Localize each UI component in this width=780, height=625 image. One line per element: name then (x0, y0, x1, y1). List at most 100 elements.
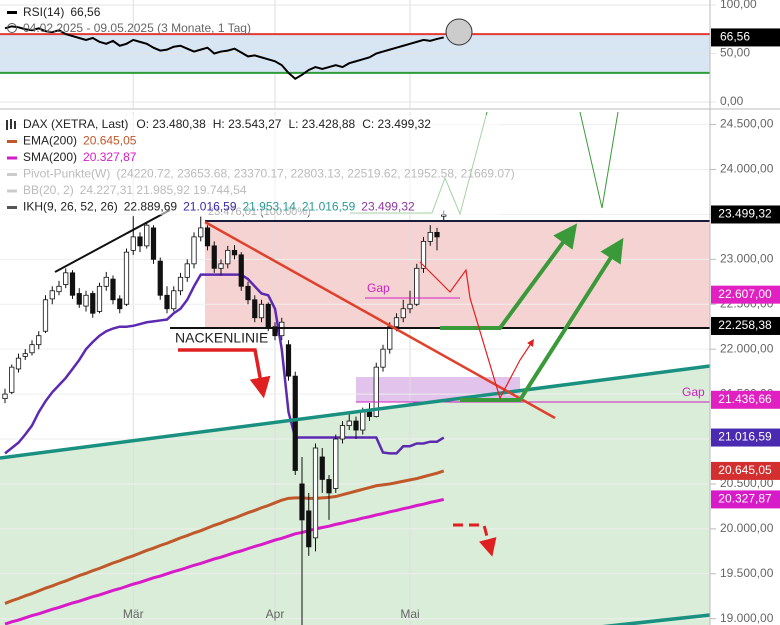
candle-body (150, 227, 157, 260)
candle-body (312, 447, 319, 539)
y-tick-label: 19.500,00 (720, 566, 774, 580)
legend-value: 20.645,05 (83, 134, 137, 148)
legend-label: RSI(14) (23, 5, 64, 19)
legend-icon (7, 140, 17, 143)
candle-body (103, 276, 109, 287)
candle-body (49, 290, 55, 300)
candle-body (204, 227, 211, 247)
legend-icon (7, 156, 17, 160)
candle-body (56, 285, 62, 293)
candle-body (252, 299, 258, 319)
price-annotations: NACKENLINIE Gap Gap 23.476,01 (100.00%) (0, 112, 710, 625)
value-tag-label: 66,56 (720, 30, 750, 44)
resistance-zone (205, 221, 710, 328)
legend-value: 21.016,59 (183, 200, 237, 214)
indicator-line (4, 469, 445, 605)
candle-body (198, 227, 204, 238)
y-tick-label: 24.000,00 (720, 162, 774, 176)
price-tag (711, 316, 780, 335)
arrow (440, 223, 578, 330)
legend-label: SMA(200) (23, 150, 77, 164)
x-tick-label: Mär (123, 607, 144, 621)
candle-body (387, 326, 393, 350)
candle-body (292, 375, 298, 471)
price-tag-label: 20.327,87 (718, 492, 772, 506)
trend-line (54, 209, 171, 273)
price-tag (711, 285, 780, 304)
price-tag-label: 22.607,00 (718, 287, 772, 301)
annotation: NACKENLINIE (175, 330, 268, 346)
candle-body (326, 479, 332, 494)
candle-body (130, 236, 136, 251)
candle-body (144, 224, 150, 247)
clock-icon (7, 23, 17, 33)
candle-body (137, 236, 143, 247)
trend-line (602, 613, 710, 625)
price-tag-label: 21.016,59 (718, 430, 772, 444)
subtitle: 04.02.2025 - 09.05.2025 (3 Monate, 1 Tag… (23, 21, 251, 35)
legend-value: 23.499,32 (361, 200, 415, 214)
candle-body (15, 357, 22, 370)
legend-value: 24.227,31 21.985,92 19.744,54 (80, 183, 247, 197)
legend-label: BB(20, 2) (23, 183, 74, 197)
price-tag (711, 390, 780, 409)
candle-body (123, 251, 130, 305)
candle-body (353, 420, 359, 431)
candle-body (285, 344, 292, 377)
legend-background (0, 115, 500, 215)
candle-body (36, 335, 42, 346)
candle-body (218, 263, 224, 269)
candle-body (69, 272, 76, 296)
trend-line (0, 364, 710, 460)
candle-body (373, 366, 379, 417)
y-tick-label: 23.000,00 (720, 252, 774, 266)
candle-body (238, 254, 244, 287)
y-tick-label: 100,00 (720, 0, 757, 11)
ohlc-label: O: 23.480,38 (136, 117, 206, 131)
price-tag-label: 23.499,32 (718, 207, 772, 221)
legend-value: 21.953,14 (243, 200, 297, 214)
indicator-line (4, 497, 445, 625)
candle-body (245, 285, 251, 301)
y-tick-label: 20.000,00 (720, 521, 774, 535)
candle-body (9, 366, 15, 393)
legend-icon (7, 206, 17, 209)
indicator-line (4, 273, 445, 455)
candle-body (63, 272, 69, 285)
candle-body (427, 231, 433, 242)
candle-body (420, 240, 427, 269)
candle-icon (6, 119, 16, 130)
candle-body (265, 303, 271, 328)
scenario-path (419, 261, 534, 400)
annotation: Gap (367, 281, 390, 295)
legend-icon (7, 173, 17, 176)
candle-body (117, 298, 123, 310)
price-tag (711, 205, 780, 224)
price-tag (711, 461, 780, 480)
legend-value: 20.327,87 (83, 150, 137, 164)
candle-body (393, 317, 400, 328)
candle-body (42, 299, 49, 332)
legend-icon (7, 11, 17, 14)
instrument-name: DAX (XETRA, Last) (23, 117, 128, 131)
ohlc-label: C: 23.499,32 (362, 117, 431, 131)
legend-value: (24220.72, 23653.68, 23370.17, 22803.13,… (116, 167, 514, 181)
support-zone (0, 366, 710, 625)
rsi-line (4, 25, 444, 80)
y-tick-label: 19.000,00 (720, 611, 774, 625)
y-tick-label: 50,00 (720, 46, 750, 60)
candle-body (211, 245, 217, 269)
candle-body (83, 294, 89, 307)
candle-body (157, 260, 163, 296)
candle-body (2, 393, 8, 399)
candle-body (333, 438, 339, 489)
candle-body (177, 276, 184, 292)
rsi-panel (0, 0, 716, 109)
y-tick-label: 0,00 (720, 94, 744, 108)
price-tag-label: 20.645,05 (718, 463, 772, 477)
scenario-path (579, 112, 619, 209)
candle-body (306, 510, 312, 548)
price-tag (711, 490, 780, 509)
